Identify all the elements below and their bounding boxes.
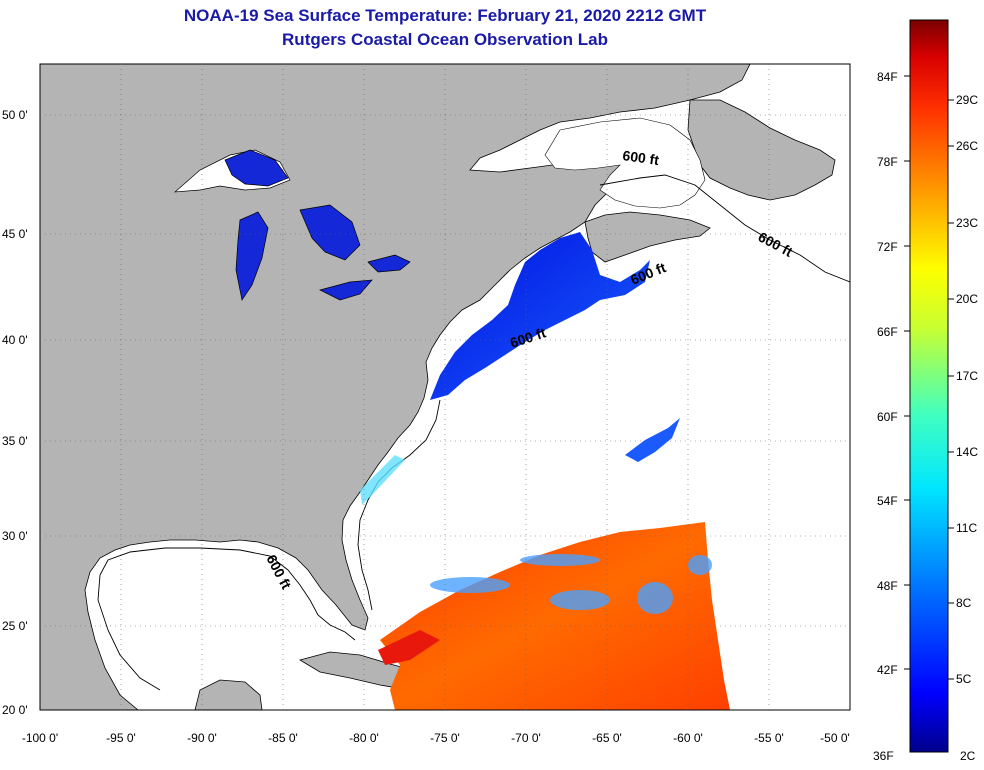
- colorbar-c-label: 2C: [960, 749, 976, 763]
- colorbar-f-label: 42F: [877, 663, 898, 677]
- lat-tick-label: 50 0': [2, 108, 28, 122]
- colorbar-c-label: 14C: [956, 445, 978, 459]
- colorbar-c-label: 20C: [956, 292, 978, 306]
- colorbar-c-label: 5C: [956, 672, 972, 686]
- colorbar-ticks: [904, 75, 954, 680]
- gulf-isobath: [97, 547, 356, 691]
- lat-tick-label: 20 0': [2, 703, 28, 717]
- colorbar-c-label: 29C: [956, 93, 978, 107]
- lon-tick-label: -80 0': [349, 731, 379, 745]
- map-title: NOAA-19 Sea Surface Temperature: Februar…: [183, 6, 707, 25]
- colorbar: 84F 78F 72F 66F 60F 54F 48F 42F 36F 29C …: [873, 19, 978, 763]
- cold-patch-offshore: [625, 418, 680, 462]
- colorbar-f-label: 36F: [873, 749, 894, 763]
- lon-tick-label: -70 0': [511, 731, 541, 745]
- colorbar-c-label: 23C: [956, 216, 978, 230]
- north-isobath: [599, 174, 850, 283]
- colorbar-f-label: 54F: [877, 494, 898, 508]
- land-yucatan: [194, 679, 263, 710]
- colorbar-c-label: 11C: [956, 521, 977, 535]
- lon-tick-label: -100 0': [22, 731, 58, 745]
- longitude-axis: -100 0' -95 0' -90 0' -85 0' -80 0' -75 …: [22, 731, 850, 745]
- colorbar-c-label: 17C: [956, 369, 978, 383]
- map-area: [40, 64, 850, 710]
- lon-tick-label: -95 0': [106, 731, 136, 745]
- lon-tick-label: -55 0': [754, 731, 784, 745]
- lon-tick-label: -90 0': [187, 731, 217, 745]
- colorbar-f-label: 60F: [877, 410, 898, 424]
- warm-water: [380, 522, 730, 710]
- colorbar-gradient: [909, 19, 949, 753]
- colorbar-c-label: 26C: [956, 139, 978, 153]
- lat-tick-label: 45 0': [2, 227, 28, 241]
- colorbar-f-label: 72F: [877, 240, 898, 254]
- isobath-label: 600 ft: [622, 147, 661, 168]
- lat-tick-label: 35 0': [2, 434, 28, 448]
- lat-tick-label: 40 0': [2, 333, 28, 347]
- lat-tick-label: 25 0': [2, 619, 28, 633]
- warm-region-patches: [430, 554, 712, 614]
- graticule: [40, 64, 850, 710]
- bahamas-warm-stripe: [378, 630, 440, 665]
- gulf-st-lawrence: [544, 117, 706, 209]
- colorbar-f-label: 66F: [877, 325, 898, 339]
- coastal-cool-strip: [360, 455, 405, 505]
- lon-tick-label: -85 0': [268, 731, 298, 745]
- latitude-axis: 50 0' 45 0' 40 0' 35 0' 30 0' 25 0' 20 0…: [2, 108, 28, 717]
- lon-tick-label: -75 0': [430, 731, 460, 745]
- colorbar-c-label: 8C: [956, 596, 972, 610]
- land-north-america: [40, 64, 751, 710]
- land-nova-scotia: [584, 211, 711, 263]
- cold-shelf-water: [430, 232, 650, 400]
- lon-tick-label: -50 0': [820, 731, 850, 745]
- colorbar-f-label: 84F: [877, 70, 898, 84]
- colorbar-f-label: 78F: [877, 155, 898, 169]
- colorbar-f-label: 48F: [877, 579, 898, 593]
- lon-tick-label: -65 0': [592, 731, 622, 745]
- map-subtitle: Rutgers Coastal Ocean Observation Lab: [282, 30, 608, 49]
- lon-tick-label: -60 0': [673, 731, 703, 745]
- lat-tick-label: 30 0': [2, 529, 28, 543]
